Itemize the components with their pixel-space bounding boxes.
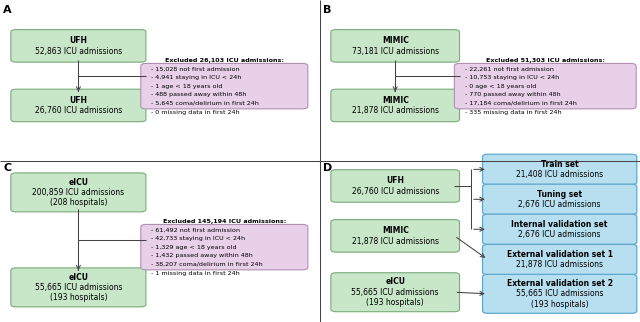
Text: External validation set 2: External validation set 2: [507, 279, 612, 288]
Text: 26,760 ICU admissions: 26,760 ICU admissions: [351, 187, 439, 195]
FancyBboxPatch shape: [483, 244, 637, 275]
Text: B: B: [323, 5, 332, 15]
Text: - 38,207 coma/delirium in first 24h: - 38,207 coma/delirium in first 24h: [151, 262, 262, 267]
Text: 21,408 ICU admissions: 21,408 ICU admissions: [516, 170, 604, 179]
Text: (208 hospitals): (208 hospitals): [50, 198, 107, 207]
Text: - 0 age < 18 years old: - 0 age < 18 years old: [465, 84, 536, 89]
FancyBboxPatch shape: [331, 273, 460, 312]
FancyBboxPatch shape: [11, 268, 146, 307]
FancyBboxPatch shape: [331, 170, 460, 202]
Text: Excluded 51,303 ICU admissions:: Excluded 51,303 ICU admissions:: [486, 58, 605, 63]
FancyBboxPatch shape: [483, 274, 637, 313]
FancyBboxPatch shape: [454, 63, 636, 109]
Text: - 1 missing data in first 24h: - 1 missing data in first 24h: [151, 270, 240, 276]
Text: 21,878 ICU admissions: 21,878 ICU admissions: [352, 106, 438, 115]
Text: Train set: Train set: [541, 160, 579, 169]
Text: MIMIC: MIMIC: [382, 36, 408, 45]
Text: 55,665 ICU admissions: 55,665 ICU admissions: [35, 283, 122, 292]
Text: - 61,492 not first admission: - 61,492 not first admission: [151, 227, 240, 232]
FancyBboxPatch shape: [141, 224, 308, 270]
Text: 2,676 ICU admissions: 2,676 ICU admissions: [518, 230, 601, 239]
Text: - 15,028 not first admission: - 15,028 not first admission: [151, 66, 239, 71]
Text: 26,760 ICU admissions: 26,760 ICU admissions: [35, 106, 122, 115]
FancyBboxPatch shape: [11, 30, 146, 62]
FancyBboxPatch shape: [11, 173, 146, 212]
FancyBboxPatch shape: [483, 214, 637, 244]
Text: - 488 passed away within 48h: - 488 passed away within 48h: [151, 92, 246, 97]
FancyBboxPatch shape: [483, 184, 637, 214]
Text: MIMIC: MIMIC: [382, 226, 408, 235]
Text: - 0 missing data in first 24h: - 0 missing data in first 24h: [151, 109, 239, 115]
FancyBboxPatch shape: [141, 63, 308, 109]
Text: - 22,261 not first admission: - 22,261 not first admission: [465, 66, 554, 71]
Text: (193 hospitals): (193 hospitals): [49, 293, 108, 302]
FancyBboxPatch shape: [331, 220, 460, 252]
Text: - 4,941 staying in ICU < 24h: - 4,941 staying in ICU < 24h: [151, 75, 241, 80]
Text: - 42,733 staying in ICU < 24h: - 42,733 staying in ICU < 24h: [151, 236, 245, 241]
FancyBboxPatch shape: [331, 30, 460, 62]
Text: eICU: eICU: [385, 277, 405, 286]
Text: eICU: eICU: [68, 177, 88, 186]
FancyBboxPatch shape: [483, 154, 637, 185]
Text: UFH: UFH: [69, 96, 88, 105]
Text: 21,878 ICU admissions: 21,878 ICU admissions: [516, 260, 603, 269]
Text: - 1 age < 18 years old: - 1 age < 18 years old: [151, 84, 223, 89]
Text: C: C: [3, 163, 12, 173]
Text: Tuning set: Tuning set: [537, 190, 582, 199]
FancyBboxPatch shape: [11, 89, 146, 122]
Text: - 5,645 coma/delirium in first 24h: - 5,645 coma/delirium in first 24h: [151, 101, 259, 106]
Text: 21,878 ICU admissions: 21,878 ICU admissions: [352, 237, 438, 245]
Text: A: A: [3, 5, 12, 15]
Text: UFH: UFH: [69, 36, 88, 45]
Text: - 335 missing data in first 24h: - 335 missing data in first 24h: [465, 109, 561, 115]
Text: Excluded 26,103 ICU admissions:: Excluded 26,103 ICU admissions:: [165, 58, 284, 63]
Text: 55,665 ICU admissions: 55,665 ICU admissions: [351, 288, 439, 297]
Text: Internal validation set: Internal validation set: [511, 220, 608, 229]
Text: - 1,432 passed away within 48h: - 1,432 passed away within 48h: [151, 253, 253, 258]
Text: - 1,329 age < 18 years old: - 1,329 age < 18 years old: [151, 245, 237, 250]
Text: D: D: [323, 163, 332, 173]
FancyBboxPatch shape: [331, 89, 460, 122]
Text: 55,665 ICU admissions: 55,665 ICU admissions: [516, 289, 604, 298]
Text: - 770 passed away within 48h: - 770 passed away within 48h: [465, 92, 560, 97]
Text: - 17,184 coma/delirium in first 24h: - 17,184 coma/delirium in first 24h: [465, 101, 577, 106]
Text: 73,181 ICU admissions: 73,181 ICU admissions: [351, 47, 439, 55]
Text: (193 hospitals): (193 hospitals): [366, 298, 424, 307]
Text: eICU: eICU: [68, 272, 88, 281]
Text: Excluded 145,194 ICU admissions:: Excluded 145,194 ICU admissions:: [163, 219, 286, 224]
Text: - 10,753 staying in ICU < 24h: - 10,753 staying in ICU < 24h: [465, 75, 559, 80]
Text: 52,863 ICU admissions: 52,863 ICU admissions: [35, 47, 122, 55]
Text: External validation set 1: External validation set 1: [507, 250, 612, 259]
Text: UFH: UFH: [386, 176, 404, 185]
Text: MIMIC: MIMIC: [382, 96, 408, 105]
Text: (193 hospitals): (193 hospitals): [531, 300, 589, 309]
Text: 2,676 ICU admissions: 2,676 ICU admissions: [518, 200, 601, 209]
Text: 200,859 ICU admissions: 200,859 ICU admissions: [33, 188, 124, 197]
